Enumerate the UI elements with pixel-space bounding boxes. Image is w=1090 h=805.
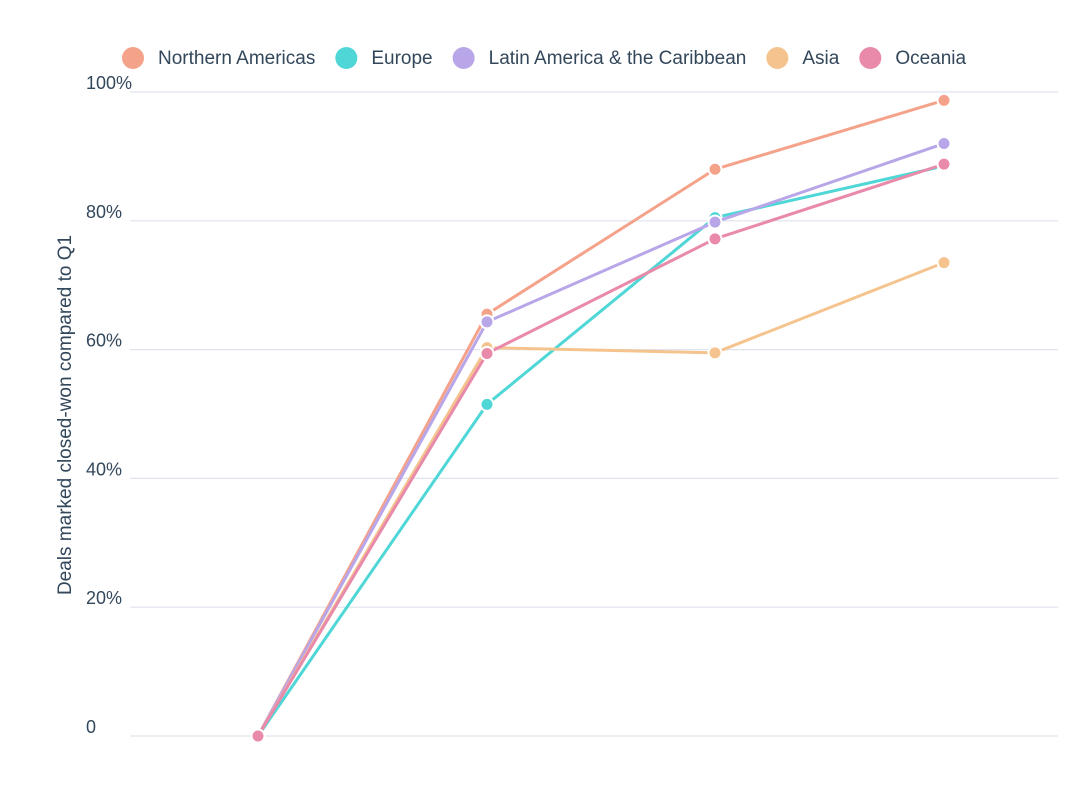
legend-item-europe[interactable]: Europe — [335, 47, 433, 69]
legend-swatch-latin-america-and-the-caribbean — [452, 47, 475, 69]
data-point-latin-america-and-the-caribbean-3[interactable] — [707, 214, 723, 230]
legend: Northern Americas Europe Latin America & t… — [122, 47, 967, 69]
data-point-northern-americas-3[interactable] — [707, 161, 723, 177]
legend-label-asia: Asia — [802, 48, 839, 69]
y-tick-label-0: 0 — [86, 717, 96, 737]
grid — [130, 91, 1058, 737]
series-line-northern-americas — [256, 98, 946, 738]
legend-label-northern-americas: Northern Americas — [158, 48, 315, 69]
data-point-northern-americas-4[interactable] — [936, 92, 952, 108]
data-point-oceania-4[interactable] — [936, 156, 952, 172]
series-northern-americas — [250, 92, 952, 744]
legend-label-oceania: Oceania — [895, 48, 966, 69]
legend-item-asia[interactable]: Asia — [766, 47, 840, 69]
y-axis-title: Deals marked closed-won compared to Q1 — [55, 235, 76, 595]
series-europe — [250, 158, 952, 744]
data-point-asia-3[interactable] — [707, 345, 723, 361]
data-point-latin-america-and-the-caribbean-4[interactable] — [936, 136, 952, 152]
legend-item-latin-america-and-the-caribbean[interactable]: Latin America & the Caribbean — [452, 47, 747, 69]
y-tick-label-100: 100% — [86, 73, 132, 93]
series-lines — [250, 92, 952, 744]
legend-label-latin-america-and-the-caribbean: Latin America & the Caribbean — [489, 48, 747, 69]
y-tick-label-80: 80% — [86, 202, 122, 222]
data-point-latin-america-and-the-caribbean-2[interactable] — [479, 314, 495, 330]
y-tick-label-60: 60% — [86, 331, 122, 351]
data-point-oceania-1[interactable] — [250, 728, 266, 744]
series-line-asia — [256, 261, 946, 738]
legend-swatch-northern-americas — [122, 47, 144, 69]
series-latin-america-and-the-caribbean — [250, 136, 952, 744]
y-tick-label-20: 20% — [86, 588, 122, 608]
data-point-oceania-3[interactable] — [707, 231, 723, 247]
series-line-europe — [256, 164, 946, 738]
legend-label-europe: Europe — [371, 48, 432, 69]
y-axis-ticks: 0 20% 40% 60% 80% 100% — [86, 73, 132, 737]
data-point-europe-2[interactable] — [479, 396, 495, 412]
legend-item-northern-americas[interactable]: Northern Americas — [122, 47, 315, 69]
legend-swatch-oceania — [859, 47, 882, 69]
data-point-asia-4[interactable] — [936, 255, 952, 271]
data-point-oceania-2[interactable] — [479, 345, 495, 361]
series-line-oceania — [256, 162, 946, 738]
series-asia — [250, 255, 952, 744]
y-tick-label-40: 40% — [86, 459, 122, 479]
legend-swatch-asia — [766, 47, 789, 69]
series-line-latin-america-and-the-caribbean — [256, 142, 946, 738]
series-oceania — [250, 156, 952, 744]
legend-item-oceania[interactable]: Oceania — [859, 47, 967, 69]
legend-swatch-europe — [335, 47, 358, 69]
